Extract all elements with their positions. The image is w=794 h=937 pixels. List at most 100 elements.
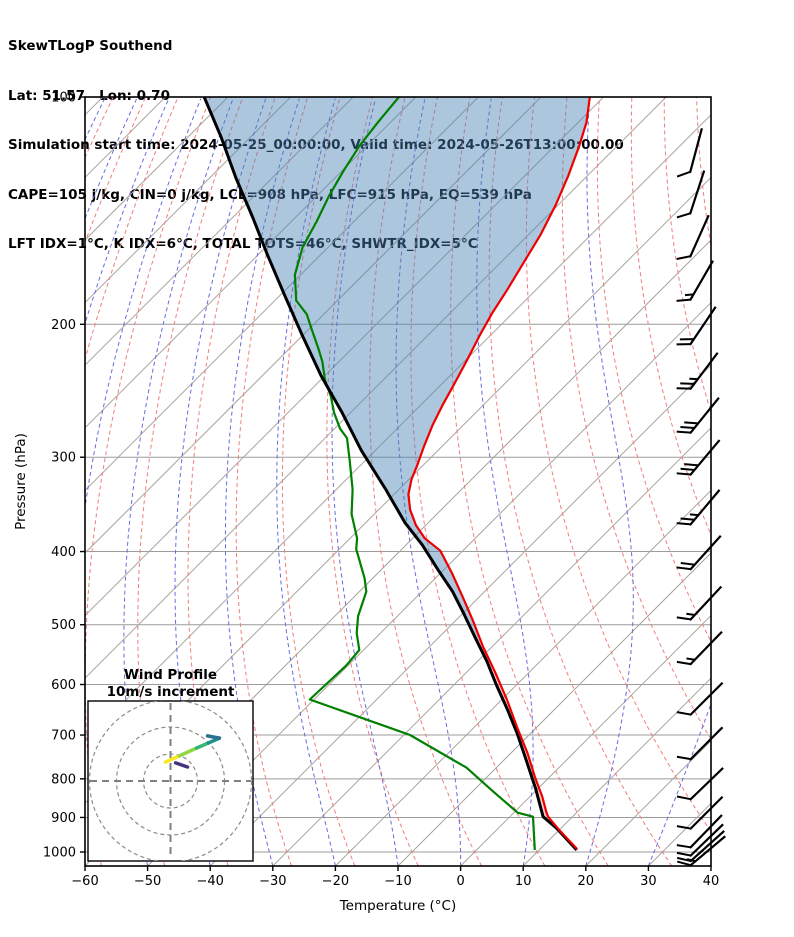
temperature-line (202, 97, 578, 852)
isotherm-line (147, 301, 711, 866)
x-tick-label: −20 (322, 874, 349, 889)
dry-adiabat-line (596, 97, 711, 643)
indices-line-1: CAPE=105 j/kg, CIN=0 j/kg, LCL=908 hPa, … (8, 186, 532, 203)
wind-barb (676, 795, 724, 831)
x-tick-label: 30 (640, 874, 657, 889)
x-tick-label: −30 (259, 874, 286, 889)
hodograph-trace-segment (173, 761, 190, 769)
wind-barb (676, 396, 720, 435)
y-tick-label: 1000 (43, 846, 76, 861)
wind-barb (676, 128, 703, 178)
dry-adiabat-line (729, 97, 794, 866)
dry-adiabat-line (561, 97, 711, 741)
hodograph-trace-segment (163, 754, 182, 764)
wind-barb (676, 170, 706, 219)
moist-adiabat-line (276, 98, 336, 866)
wind-barb (676, 489, 721, 526)
x-tick-label: −50 (134, 874, 161, 889)
wind-barb (676, 534, 722, 571)
indices-line-2: LFT IDX=1°C, K IDX=6°C, TOTAL TOTS=46°C,… (8, 236, 478, 252)
background-grid (0, 97, 794, 866)
hodograph-trace-segment (194, 741, 211, 750)
isotherm-line (460, 614, 711, 866)
dewpoint-line (293, 97, 536, 851)
wind-barb (676, 823, 724, 858)
dry-adiabat-line (630, 97, 711, 537)
y-axis-label: Pressure (hPa) (13, 433, 29, 530)
chart-title: SkewTLogP Southend (8, 38, 173, 54)
dry-adiabat-line (525, 97, 711, 833)
moist-adiabat-line (331, 98, 399, 866)
wind-barb (676, 830, 725, 863)
isotherm-line (710, 865, 711, 866)
y-tick-label: 300 (51, 451, 76, 466)
wind-barb (676, 767, 724, 801)
isotherm-line (209, 364, 711, 866)
sounding-profiles (202, 97, 591, 852)
wind-barb (676, 439, 721, 477)
isotherm-line (522, 677, 711, 866)
moist-adiabat-line (85, 98, 202, 866)
dry-adiabat-line (187, 97, 276, 866)
wind-barb (676, 585, 723, 621)
hodograph-trace-segment (205, 734, 222, 740)
wind-barb (676, 352, 719, 391)
wind-barb (676, 681, 724, 717)
x-tick-label: 10 (515, 874, 532, 889)
dry-adiabat-line (410, 97, 546, 866)
isotherm-line (85, 97, 667, 679)
y-tick-label: 700 (51, 729, 76, 744)
y-tick-label: 200 (51, 318, 76, 333)
y-tick-label: 800 (51, 772, 76, 787)
wind-barb (676, 260, 714, 302)
moist-adiabat-line (0, 99, 73, 866)
hodograph-trace-segment (177, 746, 199, 758)
dry-adiabat-line (450, 97, 609, 866)
isotherm-line (85, 97, 479, 492)
wind-barb (676, 630, 723, 666)
dry-adiabat-line (369, 97, 483, 866)
dry-adiabat-line (137, 97, 244, 866)
isotherm-line (85, 97, 542, 554)
isotherm-line (335, 489, 711, 866)
moist-adiabat-line (85, 98, 170, 326)
dry-adiabat-line (326, 97, 419, 866)
x-tick-label: 20 (578, 874, 595, 889)
isotherm-line (85, 97, 291, 304)
isotherm-line (85, 97, 604, 617)
x-tick-label: −60 (71, 874, 98, 889)
moist-adiabat-line (174, 98, 267, 866)
cape-area (204, 97, 590, 641)
inset-title: Wind Profile (124, 667, 217, 683)
x-axis-label: Temperature (°C) (339, 898, 457, 914)
y-tick-label: 100 (51, 91, 76, 106)
moist-adiabat-line (224, 98, 300, 866)
wind-barb (676, 814, 723, 849)
wind-barb (676, 306, 717, 346)
x-tick-label: −10 (384, 874, 411, 889)
y-tick-label: 900 (51, 811, 76, 826)
x-tick-label: 40 (703, 874, 720, 889)
moist-adiabat-line (585, 98, 634, 866)
wind-barb (676, 835, 726, 867)
dry-adiabat-line (762, 97, 794, 866)
isotherm-line (648, 802, 711, 866)
y-tick-label: 500 (51, 618, 76, 633)
dry-adiabat-line (85, 97, 211, 866)
axes: −60 −50 −40 −30 −20 −10 0 10 20 30 40 100 200 300 400 5… (13, 91, 719, 915)
isotherm-line (85, 97, 354, 366)
isotherm-line (272, 427, 711, 866)
location-line: Lat: 51.57 Lon: 0.70 (8, 87, 170, 104)
dry-adiabat-line (85, 97, 179, 362)
moist-adiabat-line (395, 98, 462, 866)
wind-barb (676, 726, 724, 761)
x-tick-label: 0 (456, 874, 464, 889)
dry-adiabat-line (663, 97, 711, 414)
inset-subtitle: 10m/s increment (107, 684, 235, 700)
dry-adiabat-line (488, 97, 673, 866)
x-tick-label: −40 (196, 874, 223, 889)
isotherm-line (85, 97, 229, 241)
